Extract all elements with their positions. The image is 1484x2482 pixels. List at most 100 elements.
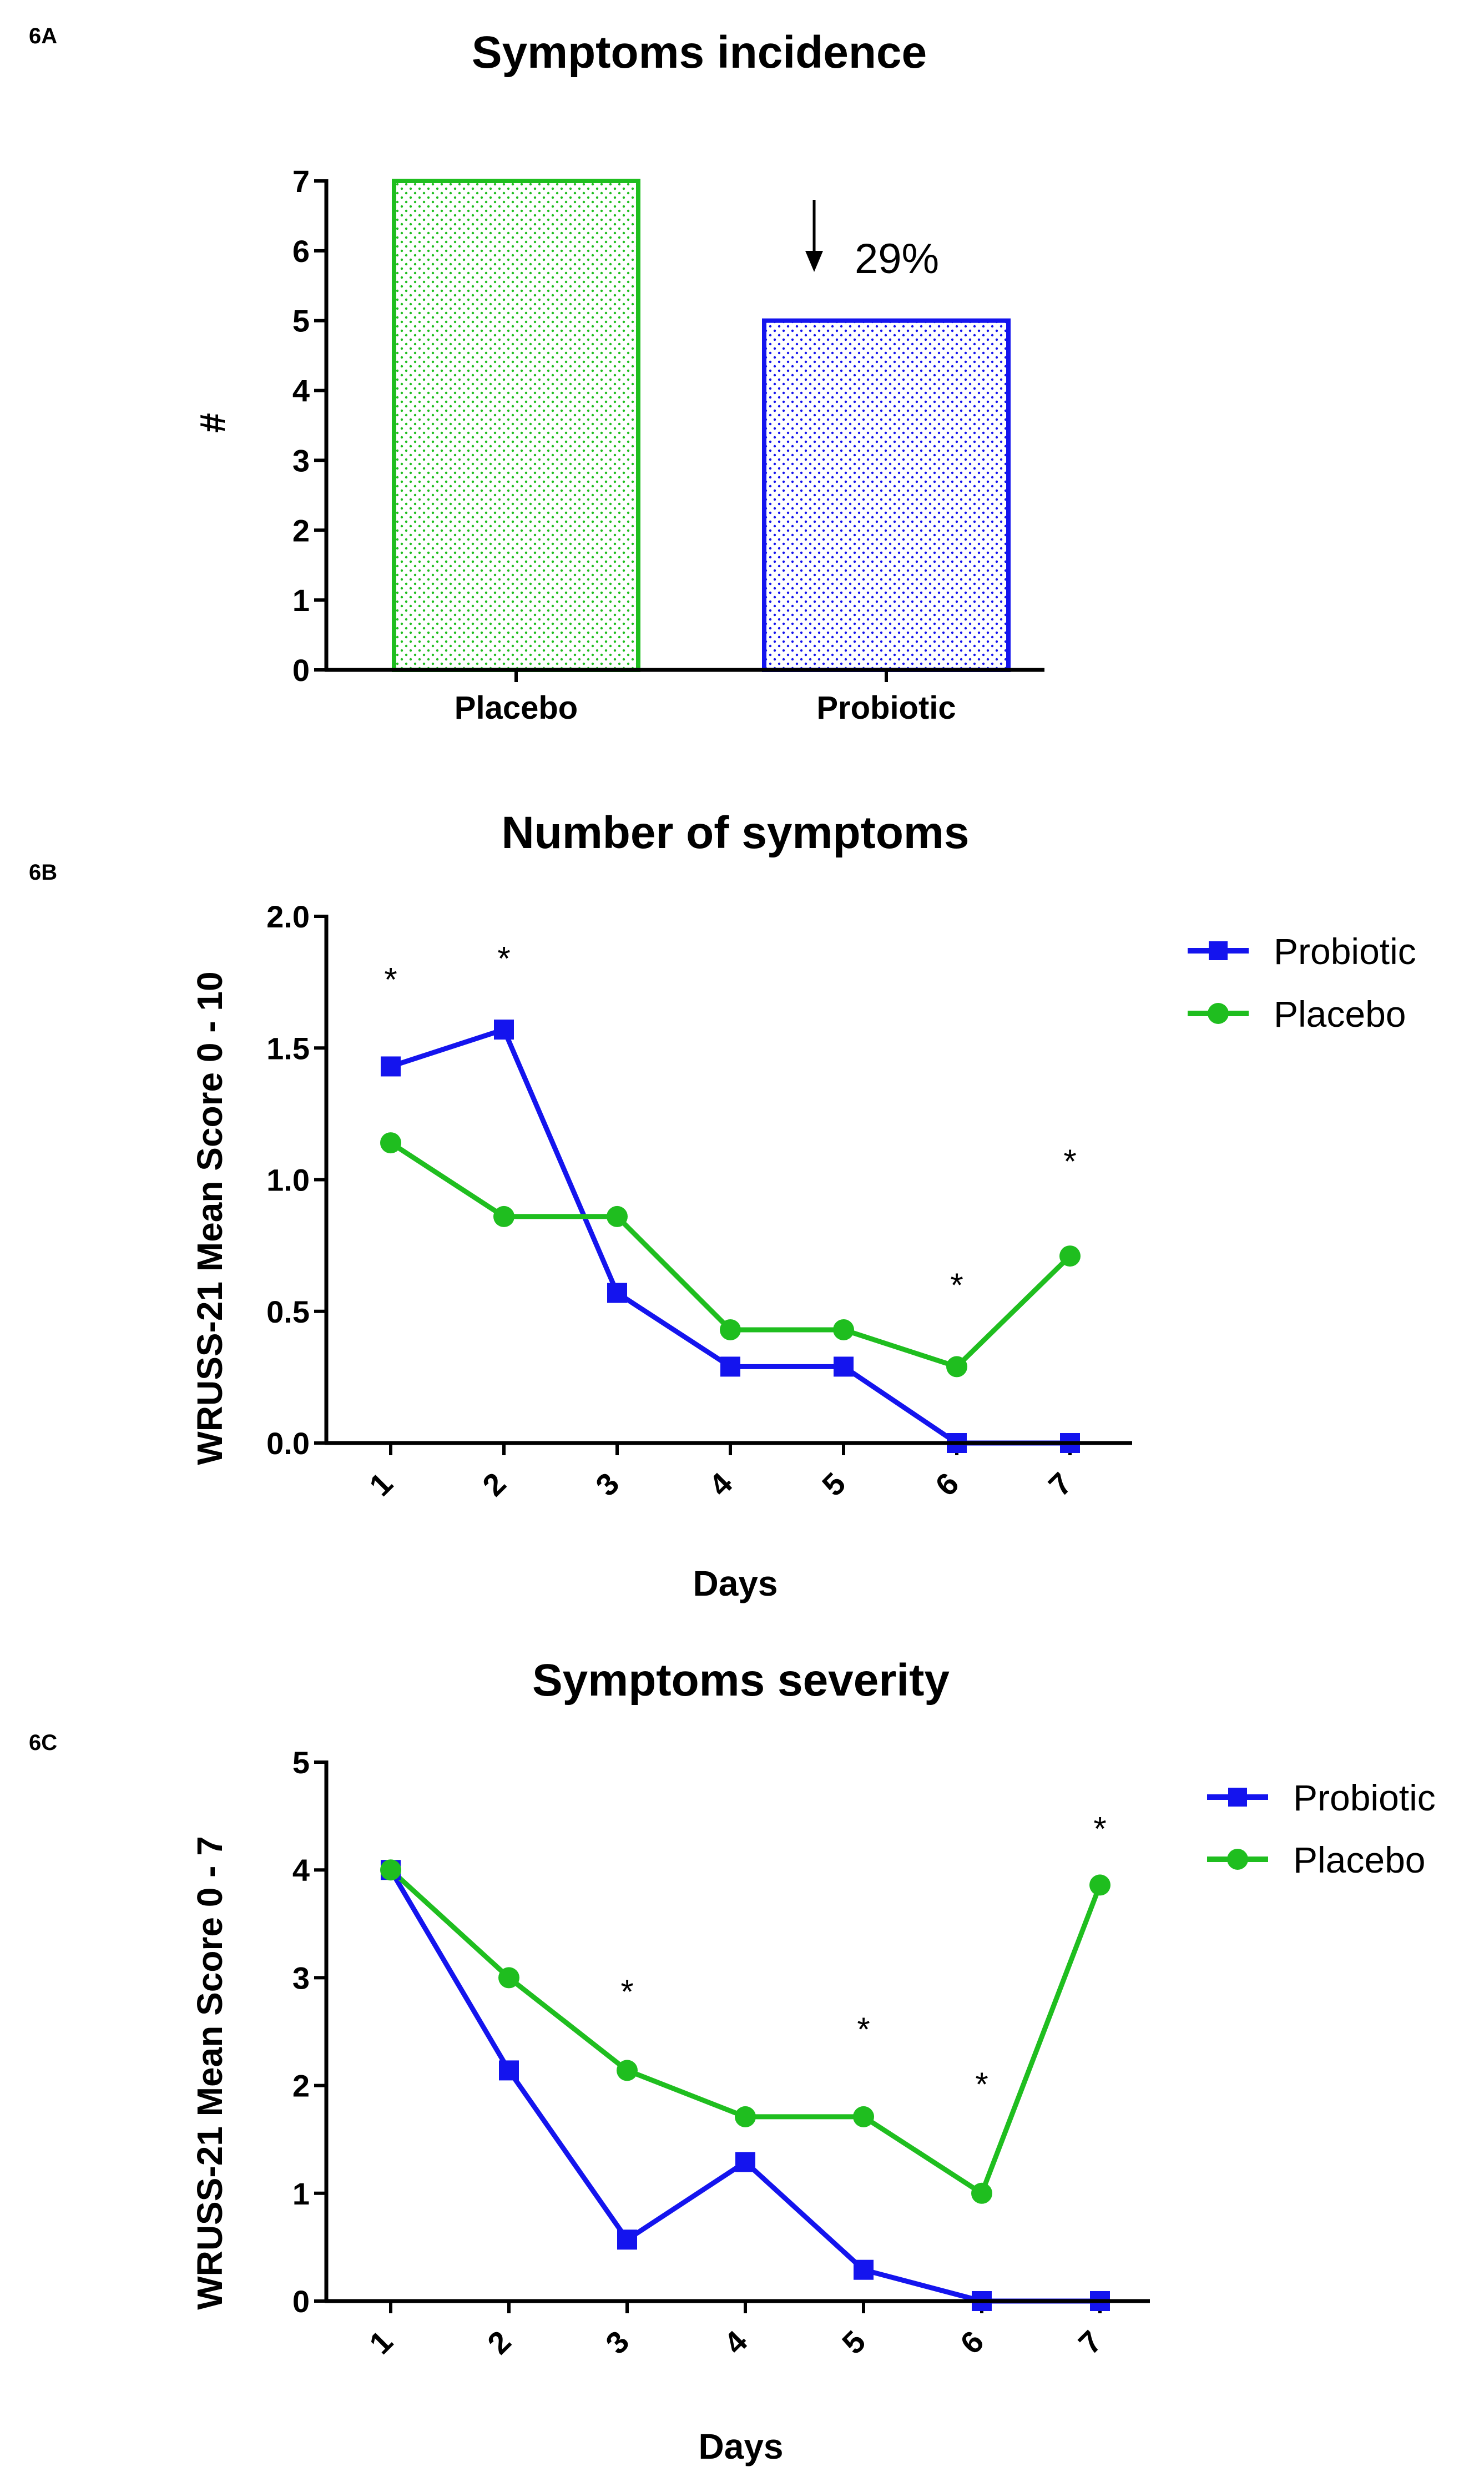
x-tick-label: 5 bbox=[835, 2324, 872, 2361]
x-tick-label: 7 bbox=[1072, 2324, 1109, 2361]
point-probiotic bbox=[720, 1356, 740, 1377]
legend-6b: Probiotic Placebo bbox=[1188, 931, 1416, 1035]
point-placebo bbox=[971, 2182, 992, 2204]
legend-square-icon bbox=[1228, 1788, 1247, 1807]
y-tick-label: 4 bbox=[292, 1853, 310, 1888]
point-placebo bbox=[833, 1319, 854, 1340]
significance-star: * bbox=[620, 1973, 633, 2010]
x-tick-label: 1 bbox=[362, 2324, 400, 2361]
point-placebo bbox=[853, 2106, 874, 2127]
bars-6a bbox=[392, 179, 1011, 672]
y-tick-label: 2 bbox=[292, 513, 310, 548]
y-tick-label: 6 bbox=[292, 234, 310, 269]
x-tick-label: Placebo bbox=[455, 690, 578, 726]
point-probiotic bbox=[735, 2152, 755, 2172]
legend-item-probiotic: Probiotic bbox=[1188, 931, 1416, 972]
x-tick-label: 2 bbox=[476, 1466, 513, 1503]
y-tick-label: 1 bbox=[292, 2176, 310, 2211]
series-line-placebo bbox=[388, 1868, 1103, 2196]
reduction-label: 29% bbox=[855, 235, 939, 282]
legend-circle-icon bbox=[1227, 1849, 1248, 1870]
y-tick-label: 1.0 bbox=[266, 1163, 310, 1198]
y-tick-label: 4 bbox=[292, 374, 310, 408]
y-tick-label: 3 bbox=[292, 1960, 310, 1995]
x-axis-label-6b: Days bbox=[693, 1563, 778, 1603]
reduction-annotation: 29% bbox=[805, 200, 939, 282]
x-tick-label: 6 bbox=[928, 1466, 966, 1503]
legend-item-probiotic: Probiotic bbox=[1207, 1777, 1436, 1818]
panel-label-6b: 6B bbox=[29, 860, 57, 885]
significance-star: * bbox=[1063, 1143, 1076, 1180]
significance-star: * bbox=[384, 961, 397, 998]
panel-6c: 6C Symptoms severity WRUSS-21 Mean Score… bbox=[29, 1655, 1436, 2466]
y-axis-label-6a: # bbox=[193, 413, 233, 433]
svg-text:Probiotic: Probiotic bbox=[1293, 1777, 1436, 1818]
point-placebo bbox=[617, 2060, 638, 2081]
y-tick-label: 0 bbox=[292, 2284, 310, 2319]
legend-item-placebo: Placebo bbox=[1207, 1839, 1426, 1880]
point-placebo bbox=[1059, 1245, 1081, 1267]
x-tick-label: 2 bbox=[481, 2324, 518, 2361]
point-placebo bbox=[380, 1859, 401, 1881]
y-tick-label: 5 bbox=[292, 304, 310, 339]
significance-star: * bbox=[1093, 1810, 1106, 1848]
significance-star: * bbox=[497, 940, 510, 977]
series-line-probiotic bbox=[390, 1027, 1070, 1446]
point-placebo bbox=[735, 2106, 756, 2127]
y-tick-label: 2.0 bbox=[266, 899, 310, 934]
y-tick-label: 1 bbox=[292, 583, 310, 618]
bar-probiotic bbox=[762, 318, 1011, 672]
chart-title-6c: Symptoms severity bbox=[532, 1655, 950, 1706]
point-placebo bbox=[498, 1967, 519, 1989]
x-tick-label: 3 bbox=[599, 2324, 636, 2361]
y-tick-label: 0.5 bbox=[266, 1294, 310, 1329]
point-probiotic bbox=[494, 1020, 514, 1040]
bar-placebo bbox=[392, 179, 640, 672]
y-tick-label: 3 bbox=[292, 443, 310, 478]
plot-6b: 0.0 0.5 1.0 1.5 2.0 1 2 3 4 5 6 7 * * * * bbox=[266, 899, 1132, 1503]
point-placebo bbox=[1089, 1874, 1111, 1896]
panel-label-6c: 6C bbox=[29, 1731, 57, 1755]
svg-text:Placebo: Placebo bbox=[1274, 993, 1406, 1035]
point-probiotic bbox=[607, 1283, 627, 1303]
point-probiotic bbox=[617, 2229, 637, 2250]
significance-star: * bbox=[975, 2066, 988, 2103]
x-tick-label: 4 bbox=[702, 1466, 739, 1503]
x-tick-label: 6 bbox=[953, 2324, 991, 2361]
svg-text:Probiotic: Probiotic bbox=[1274, 931, 1416, 972]
panel-6b: 6B Number of symptoms WRUSS-21 Mean Scor… bbox=[29, 808, 1416, 1603]
significance-star: * bbox=[950, 1267, 963, 1304]
y-tick-label: 0.0 bbox=[266, 1426, 310, 1461]
legend-item-placebo: Placebo bbox=[1188, 993, 1406, 1035]
point-probiotic bbox=[854, 2259, 874, 2280]
y-tick-label: 7 bbox=[292, 164, 310, 199]
series-line-probiotic bbox=[388, 1868, 1100, 2304]
x-tick-label: Probiotic bbox=[816, 690, 956, 726]
legend-square-icon bbox=[1209, 941, 1228, 960]
legend-6c: Probiotic Placebo bbox=[1207, 1777, 1436, 1880]
x-tick-label: 5 bbox=[815, 1466, 852, 1503]
x-tick-label: 3 bbox=[589, 1466, 626, 1503]
down-arrow-icon bbox=[805, 251, 823, 272]
plot-6c: 0 1 2 3 4 5 1 2 3 4 5 6 7 * * * * bbox=[292, 1745, 1150, 2361]
x-tick-label: 1 bbox=[362, 1466, 400, 1503]
y-axis-label-6c: WRUSS-21 Mean Score 0 - 7 bbox=[190, 1836, 230, 2310]
x-tick-label: 7 bbox=[1042, 1466, 1079, 1503]
point-placebo bbox=[607, 1205, 628, 1227]
y-tick-label: 1.5 bbox=[266, 1031, 310, 1066]
y-axis-label-6b: WRUSS-21 Mean Score 0 - 10 bbox=[190, 971, 230, 1465]
x-axis-label-6c: Days bbox=[699, 2426, 784, 2466]
chart-title-6b: Number of symptoms bbox=[502, 808, 970, 858]
x-tick-label: 4 bbox=[717, 2324, 754, 2361]
panel-label-6a: 6A bbox=[29, 24, 57, 48]
axes-6a bbox=[324, 179, 1044, 672]
x-ticks-6a: Placebo Probiotic bbox=[455, 670, 956, 726]
y-tick-label: 5 bbox=[292, 1745, 310, 1780]
chart-title-6a: Symptoms incidence bbox=[472, 27, 927, 78]
svg-text:Placebo: Placebo bbox=[1293, 1839, 1426, 1880]
point-placebo bbox=[380, 1132, 401, 1154]
point-placebo bbox=[946, 1356, 967, 1378]
point-probiotic bbox=[834, 1356, 854, 1377]
significance-star: * bbox=[857, 2011, 870, 2048]
